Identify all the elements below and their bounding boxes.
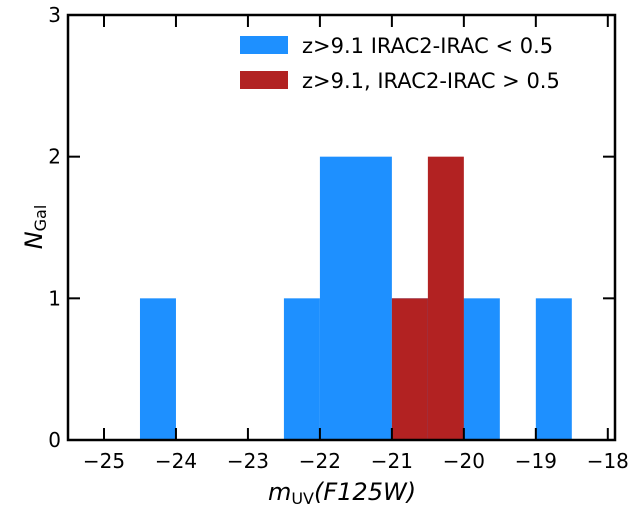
legend-swatch-red — [240, 71, 288, 89]
y-tick-label: 1 — [48, 286, 61, 310]
y-axis-label: NGal — [20, 205, 50, 250]
x-tick-label: −19 — [515, 449, 557, 473]
bar-series-0-bin-1 — [283, 298, 320, 440]
bar-series-1-bin-1 — [427, 156, 464, 440]
legend-swatch-blue — [240, 36, 288, 54]
bar-series-0-bin-5 — [535, 298, 572, 440]
x-axis-label-subscript: UV — [291, 489, 314, 508]
y-tick-label: 0 — [48, 428, 61, 452]
y-tick-label: 2 — [48, 145, 61, 169]
x-tick-label: −25 — [83, 449, 125, 473]
x-axis-label-filter: (F125W) — [314, 478, 416, 506]
histogram-bars — [139, 156, 572, 440]
x-tick-label: −20 — [443, 449, 485, 473]
x-tick-label: −24 — [155, 449, 197, 473]
axis-ticks: −25 −24 −23 −22 −21 −20 −19 −18 0 1 2 3 — [48, 3, 629, 473]
bar-series-0-bin-2 — [319, 156, 392, 440]
x-tick-label: −18 — [587, 449, 629, 473]
x-axis-label-m: m — [268, 478, 291, 506]
x-tick-label: −21 — [371, 449, 413, 473]
bar-series-0-bin-0 — [139, 298, 176, 440]
bar-series-1-bin-0 — [391, 298, 428, 440]
plot-frame — [66, 13, 617, 442]
x-tick-label: −22 — [299, 449, 341, 473]
legend: z>9.1 IRAC2-IRAC < 0.5 z>9.1, IRAC2-IRAC… — [240, 34, 560, 93]
legend-label-blue: z>9.1 IRAC2-IRAC < 0.5 — [302, 34, 553, 58]
y-axis-label-subscript: Gal — [31, 205, 50, 232]
y-tick-label: 3 — [48, 3, 61, 27]
x-tick-label: −23 — [227, 449, 269, 473]
y-axis-label-n: N — [20, 231, 48, 249]
bar-series-0-bin-4 — [463, 298, 500, 440]
x-axis-label: mUV(F125W) — [268, 478, 416, 508]
legend-label-red: z>9.1, IRAC2-IRAC > 0.5 — [302, 69, 560, 93]
